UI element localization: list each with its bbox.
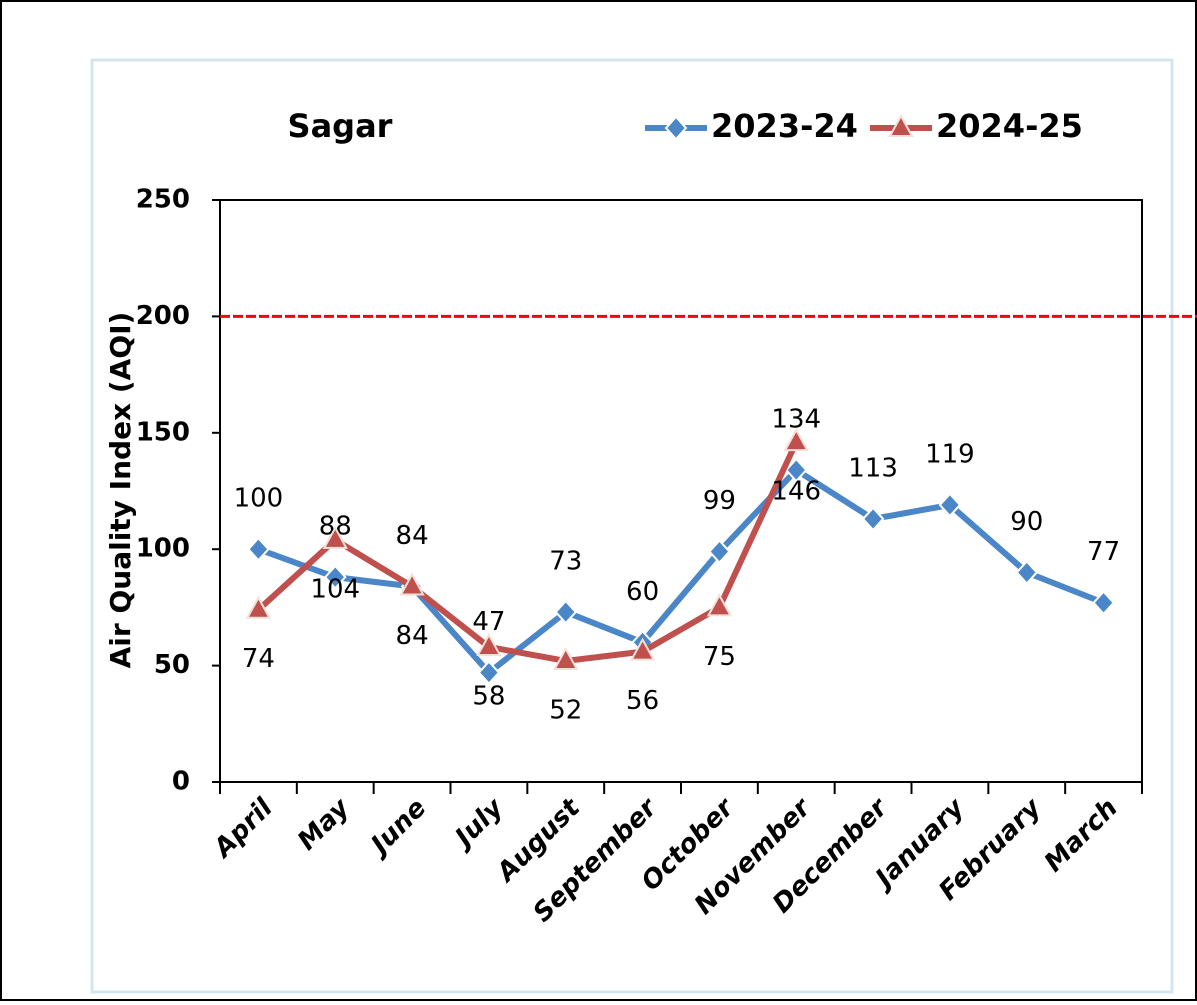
data-label: 90 xyxy=(1010,507,1043,537)
legend-label: 2023-24 xyxy=(711,107,858,145)
marker xyxy=(664,115,688,141)
data-label: 77 xyxy=(1087,537,1120,567)
marker xyxy=(708,539,731,565)
data-label: 113 xyxy=(848,453,898,483)
legend-label: 2024-25 xyxy=(936,107,1083,145)
marker xyxy=(323,564,347,590)
y-tick-label: 200 xyxy=(136,301,190,331)
marker xyxy=(247,536,270,562)
data-label: 84 xyxy=(396,521,429,551)
marker xyxy=(629,637,656,661)
y-tick-label: 50 xyxy=(154,650,190,680)
marker xyxy=(399,572,425,596)
data-label: 104 xyxy=(310,574,360,604)
data-label: 47 xyxy=(472,607,505,637)
data-label: 119 xyxy=(925,439,975,469)
chart-title: Sagar xyxy=(288,107,393,145)
x-tick-label: June xyxy=(362,793,432,863)
marker xyxy=(1092,590,1115,616)
data-label: 73 xyxy=(549,547,582,577)
x-tick-label: July xyxy=(446,792,510,856)
marker xyxy=(554,599,578,625)
marker xyxy=(706,593,733,617)
data-label: 146 xyxy=(771,477,821,507)
marker xyxy=(245,595,272,619)
x-tick-label: March xyxy=(1039,793,1124,878)
data-label: 52 xyxy=(549,695,582,725)
marker xyxy=(938,492,962,518)
x-tick-label: May xyxy=(292,792,356,856)
data-label: 58 xyxy=(472,681,505,711)
data-label: 84 xyxy=(396,621,429,651)
chart-frame xyxy=(90,58,1174,994)
data-label: 99 xyxy=(703,486,736,516)
plot-area xyxy=(219,199,1143,783)
series-line xyxy=(257,467,1105,676)
y-tick-label: 250 xyxy=(136,185,190,215)
y-tick-label: 100 xyxy=(136,534,190,564)
y-tick-label: 0 xyxy=(172,767,190,797)
x-tick-label: April xyxy=(207,792,279,864)
marker xyxy=(783,428,809,452)
marker xyxy=(553,646,579,670)
data-label: 74 xyxy=(242,644,275,674)
marker xyxy=(861,506,885,532)
marker xyxy=(1015,559,1039,585)
data-label: 60 xyxy=(626,577,659,607)
y-tick-label: 150 xyxy=(136,417,190,447)
series-line xyxy=(256,440,799,664)
marker xyxy=(888,113,914,137)
data-label: 100 xyxy=(234,484,284,514)
data-label: 75 xyxy=(703,642,736,672)
y-axis-label: Air Quality Index (AQI) xyxy=(104,312,137,669)
marker xyxy=(476,632,502,656)
data-label: 56 xyxy=(626,686,659,716)
marker xyxy=(322,525,348,549)
marker xyxy=(477,660,501,686)
marker xyxy=(784,457,808,483)
